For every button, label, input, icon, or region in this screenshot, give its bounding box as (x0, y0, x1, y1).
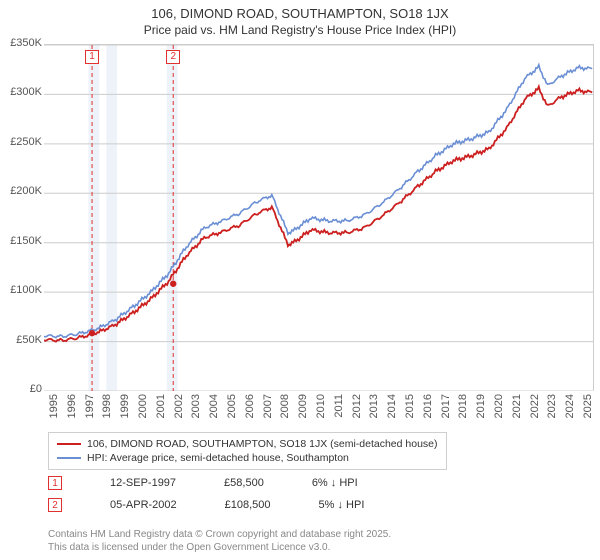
x-tick-label: 1997 (84, 394, 96, 418)
attribution: Contains HM Land Registry data © Crown c… (48, 529, 391, 554)
y-tick-label: £300K (0, 86, 42, 98)
x-tick-label: 2008 (279, 394, 291, 418)
transaction-date: 05-APR-2002 (110, 499, 177, 511)
x-tick-label: 2011 (333, 394, 345, 418)
legend: 106, DIMOND ROAD, SOUTHAMPTON, SO18 1JX … (48, 432, 447, 470)
transaction-date: 12-SEP-1997 (110, 477, 176, 489)
x-tick-label: 2016 (422, 394, 434, 418)
x-tick-label: 2013 (368, 394, 380, 418)
y-tick-label: £250K (0, 136, 42, 148)
transaction-row-1: 1 12-SEP-1997 £58,500 6% ↓ HPI (48, 476, 358, 490)
legend-label: HPI: Average price, semi-detached house,… (87, 452, 349, 464)
x-tick-label: 2017 (440, 394, 452, 418)
y-tick-label: £0 (0, 383, 42, 395)
legend-swatch (57, 443, 81, 445)
y-tick-label: £350K (0, 37, 42, 49)
legend-swatch (57, 457, 81, 459)
plot-svg (44, 45, 594, 391)
x-tick-label: 2007 (262, 394, 274, 418)
chart-container: 106, DIMOND ROAD, SOUTHAMPTON, SO18 1JX … (0, 0, 600, 560)
x-tick-label: 2010 (315, 394, 327, 418)
y-tick-label: £150K (0, 235, 42, 247)
y-tick-label: £200K (0, 185, 42, 197)
x-tick-label: 2019 (475, 394, 487, 418)
transaction-price: £108,500 (225, 499, 271, 511)
x-tick-label: 2024 (564, 394, 576, 418)
x-tick-label: 2009 (297, 394, 309, 418)
x-tick-label: 2025 (582, 394, 594, 418)
x-tick-label: 2021 (511, 394, 523, 418)
transaction-price: £58,500 (224, 477, 264, 489)
transaction-marker: 1 (48, 476, 62, 490)
transaction-marker: 2 (48, 498, 62, 512)
chart-title: 106, DIMOND ROAD, SOUTHAMPTON, SO18 1JX (0, 0, 600, 21)
legend-row: 106, DIMOND ROAD, SOUTHAMPTON, SO18 1JX … (57, 437, 438, 451)
x-tick-label: 2002 (173, 394, 185, 418)
legend-label: 106, DIMOND ROAD, SOUTHAMPTON, SO18 1JX … (87, 438, 438, 450)
y-tick-label: £100K (0, 284, 42, 296)
x-tick-label: 2015 (404, 394, 416, 418)
transaction-row-2: 2 05-APR-2002 £108,500 5% ↓ HPI (48, 498, 364, 512)
x-tick-label: 2022 (529, 394, 541, 418)
x-tick-label: 2001 (155, 394, 167, 418)
x-tick-label: 1995 (48, 394, 60, 418)
x-tick-label: 2000 (137, 394, 149, 418)
x-tick-label: 1996 (66, 394, 78, 418)
y-tick-label: £50K (0, 334, 42, 346)
transaction-delta: 5% ↓ HPI (319, 499, 365, 511)
x-tick-label: 2023 (546, 394, 558, 418)
plot-marker-2: 2 (166, 50, 180, 64)
x-tick-label: 2020 (493, 394, 505, 418)
transaction-delta: 6% ↓ HPI (312, 477, 358, 489)
x-tick-label: 1998 (101, 394, 113, 418)
x-tick-label: 2005 (226, 394, 238, 418)
plot-area (44, 44, 594, 390)
attribution-line-2: This data is licensed under the Open Gov… (48, 542, 391, 555)
plot-marker-1: 1 (85, 50, 99, 64)
chart-subtitle: Price paid vs. HM Land Registry's House … (0, 21, 600, 41)
x-tick-label: 2003 (190, 394, 202, 418)
x-tick-label: 2004 (208, 394, 220, 418)
x-tick-label: 2018 (457, 394, 469, 418)
legend-row: HPI: Average price, semi-detached house,… (57, 451, 438, 465)
attribution-line-1: Contains HM Land Registry data © Crown c… (48, 529, 391, 542)
x-tick-label: 2014 (386, 394, 398, 418)
x-tick-label: 2006 (244, 394, 256, 418)
x-tick-label: 2012 (351, 394, 363, 418)
x-tick-label: 1999 (119, 394, 131, 418)
